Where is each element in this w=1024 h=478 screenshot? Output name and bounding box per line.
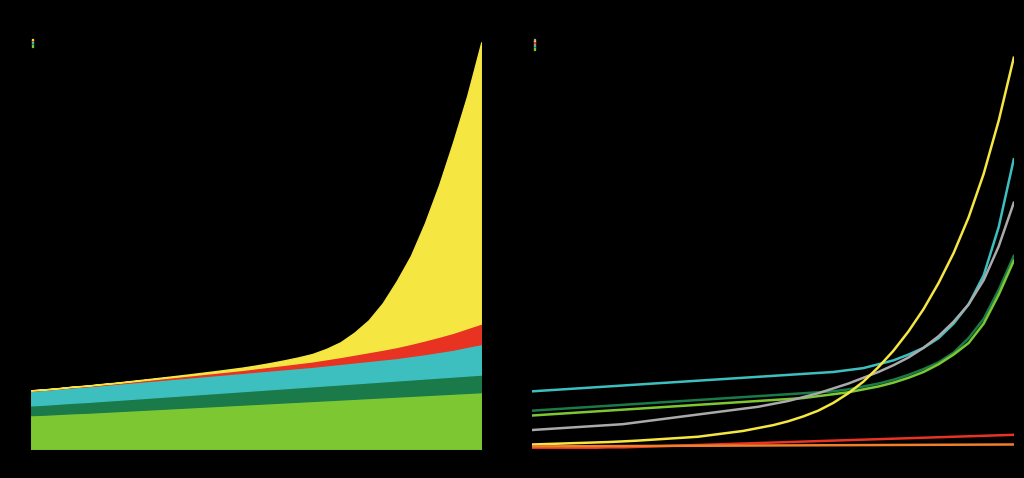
Legend: , , , , : , , , ,: [32, 39, 34, 47]
Legend: , , , , , , : , , , , , ,: [534, 39, 536, 50]
